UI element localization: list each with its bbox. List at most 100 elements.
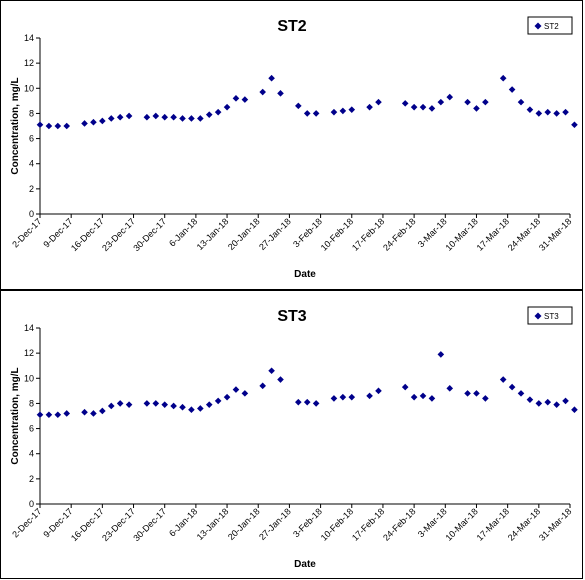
data-point — [526, 396, 534, 403]
data-point — [214, 397, 222, 405]
y-axis-label: Concentration, mg/L — [10, 367, 21, 464]
data-point — [419, 392, 427, 400]
data-point — [241, 96, 249, 103]
data-point — [517, 390, 525, 397]
data-point — [366, 392, 373, 400]
data-point — [170, 113, 177, 121]
y-tick-label: 14 — [24, 33, 34, 43]
data-point — [54, 411, 62, 419]
x-tick-label: 10-Feb-18 — [319, 216, 355, 252]
data-point — [419, 103, 427, 111]
data-point — [499, 376, 507, 383]
x-tick-label: 16-Dec-17 — [69, 506, 106, 543]
data-point — [571, 121, 578, 129]
y-tick-label: 14 — [24, 323, 34, 333]
y-tick-label: 6 — [29, 134, 34, 144]
x-tick-label: 24-Feb-18 — [381, 506, 417, 542]
data-point — [99, 117, 106, 125]
data-point — [268, 367, 275, 375]
y-tick-label: 10 — [24, 83, 34, 93]
legend: ST2 — [527, 16, 573, 35]
data-point — [268, 74, 275, 82]
data-point — [553, 401, 560, 408]
x-tick-label: 17-Mar-18 — [475, 506, 511, 542]
data-point — [544, 398, 552, 406]
legend-marker — [534, 312, 542, 320]
chart-st3: ST3024681012142-Dec-179-Dec-1716-Dec-172… — [10, 306, 578, 570]
data-point — [179, 403, 186, 411]
data-point — [544, 108, 552, 116]
legend: ST3 — [527, 306, 573, 325]
data-point — [205, 111, 213, 118]
x-tick-label: 17-Feb-18 — [350, 216, 386, 252]
data-point — [517, 98, 525, 106]
x-tick-label: 13-Jan-18 — [195, 216, 231, 252]
data-point — [259, 382, 266, 390]
data-point — [508, 383, 516, 391]
x-tick-label: 23-Dec-17 — [100, 506, 137, 543]
data-point — [508, 86, 516, 93]
data-point — [277, 376, 284, 383]
data-point — [54, 122, 62, 130]
data-point — [437, 351, 445, 358]
data-point — [259, 88, 266, 96]
data-point — [241, 390, 249, 397]
data-point — [188, 406, 195, 414]
data-point — [99, 407, 106, 415]
x-tick-label: 24-Mar-18 — [506, 506, 542, 542]
y-tick-label: 2 — [29, 474, 34, 484]
x-tick-label: 16-Dec-17 — [69, 216, 106, 253]
x-tick-label: 10-Feb-18 — [319, 506, 355, 542]
y-tick-label: 0 — [29, 209, 34, 219]
x-tick-label: 6-Jan-18 — [167, 216, 199, 248]
x-tick-label: 30-Dec-17 — [131, 216, 168, 253]
data-point — [526, 106, 534, 113]
y-tick-label: 6 — [29, 424, 34, 434]
x-tick-label: 23-Dec-17 — [100, 216, 137, 253]
data-point — [339, 107, 347, 115]
x-tick-label: 10-Mar-18 — [443, 506, 479, 542]
chart-title: ST3 — [277, 308, 306, 325]
data-point — [339, 393, 347, 401]
data-point — [312, 400, 320, 407]
data-point — [81, 120, 88, 127]
data-point — [464, 390, 471, 397]
data-point — [312, 110, 320, 117]
data-point — [446, 93, 454, 101]
data-point — [562, 397, 569, 405]
x-tick-label: 2-Dec-17 — [10, 216, 43, 249]
data-point — [571, 406, 578, 414]
x-tick-label: 31-Mar-18 — [537, 506, 573, 542]
y-tick-label: 4 — [29, 449, 34, 459]
y-tick-label: 12 — [24, 58, 34, 68]
data-point — [277, 90, 284, 97]
y-tick-label: 2 — [29, 184, 34, 194]
x-tick-label: 10-Mar-18 — [443, 216, 479, 252]
data-point — [116, 113, 124, 121]
data-point — [125, 112, 133, 120]
data-point — [464, 98, 471, 106]
chart-title: ST2 — [277, 18, 306, 35]
data-point — [535, 110, 543, 117]
data-point — [125, 401, 133, 408]
y-tick-label: 8 — [29, 398, 34, 408]
legend-box — [527, 16, 573, 35]
data-point — [473, 390, 480, 397]
x-tick-label: 27-Jan-18 — [257, 216, 293, 252]
data-point — [170, 402, 177, 410]
data-point — [330, 108, 338, 116]
y-tick-label: 4 — [29, 159, 34, 169]
data-point — [107, 402, 115, 410]
data-point — [303, 110, 311, 117]
data-point — [401, 100, 409, 107]
x-axis-label: Date — [294, 559, 316, 570]
data-point — [232, 386, 240, 393]
x-tick-label: 20-Jan-18 — [226, 506, 262, 542]
data-point — [197, 405, 204, 412]
data-point — [179, 115, 186, 122]
data-point — [401, 383, 409, 391]
data-point — [553, 110, 560, 117]
x-tick-label: 17-Mar-18 — [475, 216, 511, 252]
x-tick-label: 17-Feb-18 — [350, 506, 386, 542]
x-tick-label: 2-Dec-17 — [10, 506, 43, 539]
